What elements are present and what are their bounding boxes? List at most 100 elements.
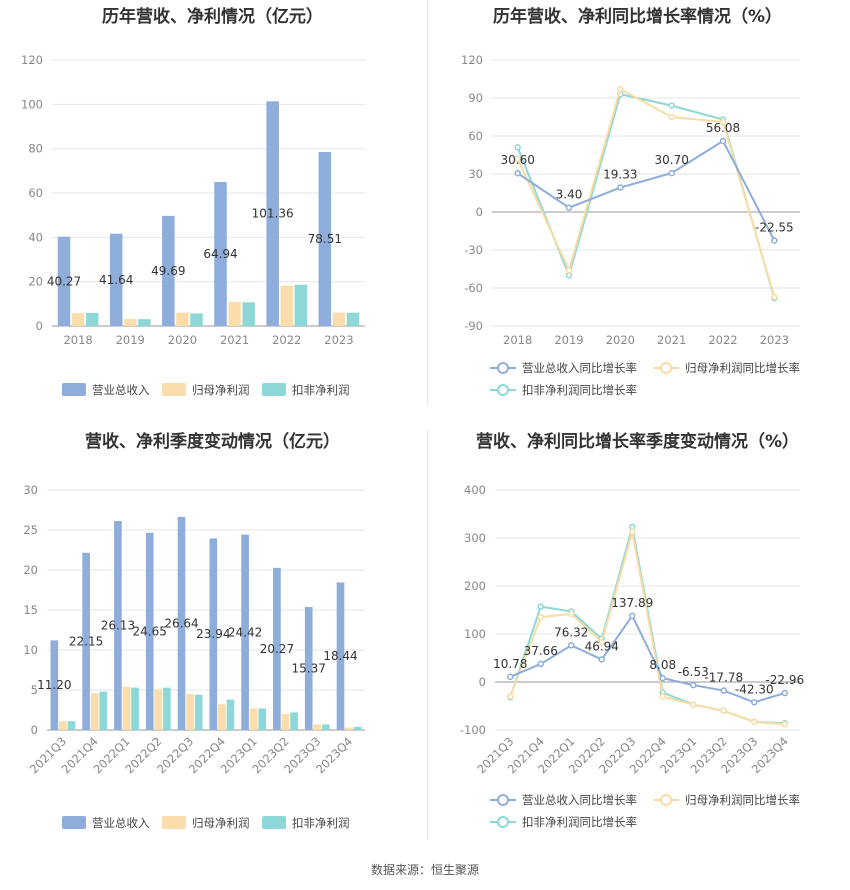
- line-point: [719, 137, 727, 145]
- y-tick-label: 400: [464, 483, 486, 497]
- bar: [122, 686, 131, 730]
- line-point: [507, 693, 514, 700]
- quarterly-revenue-profit-chart: 营收、净利季度变动情况（亿元） 0 5 10 15 20 25 30 2021Q3 2021Q4 2…: [0, 425, 425, 850]
- bar: [145, 532, 154, 730]
- line-point: [568, 642, 575, 649]
- x-tick-label: 2019: [116, 333, 145, 347]
- y-tick-label: 200: [464, 579, 486, 593]
- bar: [294, 284, 308, 326]
- x-tick-label: 2019: [554, 333, 583, 347]
- bar: [209, 538, 218, 730]
- line-point: [751, 718, 758, 726]
- bar: [266, 101, 279, 326]
- y-tick-label: 60: [468, 129, 483, 143]
- y-tick-label: 100: [464, 627, 486, 641]
- legend-label: 归母净利润同比增长率: [685, 361, 800, 375]
- bar: [67, 721, 76, 730]
- line-point: [514, 155, 521, 163]
- line-point: [537, 603, 544, 610]
- line-point: [568, 610, 575, 618]
- data-label: 3.40: [556, 188, 583, 202]
- bar: [90, 693, 99, 730]
- legend-marker: [497, 794, 509, 806]
- legend-label: 归母净利润: [192, 383, 250, 397]
- legend-swatch: [62, 383, 86, 396]
- chart-svg: 营收、净利同比增长率季度变动情况（%）-10001002003004002021…: [460, 431, 804, 829]
- y-tick-label: -90: [464, 319, 483, 333]
- data-label: 56.08: [706, 121, 740, 135]
- legend-swatch: [262, 383, 286, 396]
- line-point: [771, 293, 778, 301]
- data-label: 37.66: [524, 644, 558, 658]
- line-point: [720, 707, 727, 715]
- data-source: 数据来源：恒生聚源: [370, 863, 479, 877]
- bar: [345, 727, 353, 730]
- legend-label: 营业总收入同比增长率: [522, 361, 637, 375]
- bar: [214, 182, 227, 326]
- data-label: 19.33: [603, 168, 637, 182]
- legend-label: 营业总收入同比增长率: [522, 793, 637, 807]
- x-tick-label: 2023: [760, 333, 789, 347]
- line-point: [771, 237, 778, 244]
- legend-swatch: [162, 816, 186, 829]
- legend-label: 扣非净利润同比增长率: [522, 383, 637, 397]
- bar: [162, 215, 175, 326]
- bar: [154, 689, 163, 730]
- x-tick-label: 2022: [708, 333, 737, 347]
- bar: [346, 312, 360, 326]
- series-line: [509, 613, 786, 704]
- line-point: [659, 674, 666, 682]
- line-point: [629, 528, 636, 536]
- bar: [290, 712, 298, 730]
- bar: [194, 694, 203, 730]
- data-label: 10.78: [493, 657, 527, 671]
- bar: [336, 582, 345, 730]
- bar: [57, 236, 71, 326]
- x-tick-label: 2018: [503, 333, 532, 347]
- line-point: [537, 613, 544, 621]
- line-point: [617, 184, 624, 191]
- data-label: -22.96: [765, 673, 804, 687]
- line-point: [668, 102, 675, 109]
- data-label: 49.69: [151, 264, 185, 278]
- chart-svg: 历年营收、净利情况（亿元） 0 20 40 60 80 100 120 2018 2019 2020…: [21, 6, 365, 397]
- y-tick-label: 0: [31, 723, 38, 737]
- data-label: -6.53: [678, 665, 709, 679]
- bar: [353, 726, 362, 730]
- data-label: -17.78: [704, 671, 743, 685]
- legend-marker: [660, 794, 672, 806]
- data-label: 64.94: [203, 247, 237, 261]
- data-label: 26.64: [164, 616, 198, 630]
- line-point: [507, 673, 514, 681]
- line-point: [659, 693, 666, 700]
- line-point: [668, 113, 675, 121]
- bar: [177, 516, 186, 730]
- line-point: [781, 689, 788, 697]
- y-tick-label: 20: [23, 563, 38, 577]
- data-label: 20.27: [260, 642, 294, 656]
- legend-label: 扣非净利润同比增长率: [522, 815, 637, 829]
- y-tick-label: 120: [461, 53, 483, 67]
- bar: [99, 691, 108, 730]
- data-label: 137.89: [611, 596, 653, 610]
- legend-label: 扣非净利润: [292, 383, 350, 397]
- data-label: 15.37: [292, 662, 326, 676]
- data-label: 41.64: [99, 273, 133, 287]
- line-point: [565, 272, 573, 279]
- bar: [242, 302, 255, 326]
- bar: [273, 567, 281, 730]
- data-label: 78.51: [308, 232, 342, 246]
- y-tick-label: 30: [468, 167, 483, 181]
- bar: [280, 285, 294, 326]
- line-point: [781, 720, 788, 728]
- y-tick-label: 20: [28, 275, 43, 289]
- data-label: 22.15: [69, 634, 103, 648]
- line-point: [514, 144, 521, 151]
- legend-label: 归母净利润同比增长率: [685, 793, 800, 807]
- line-point: [690, 701, 697, 708]
- y-tick-label: -30: [464, 243, 483, 257]
- bar: [123, 318, 137, 326]
- bar: [186, 694, 194, 730]
- y-tick-label: -100: [460, 723, 486, 737]
- bar: [241, 534, 249, 730]
